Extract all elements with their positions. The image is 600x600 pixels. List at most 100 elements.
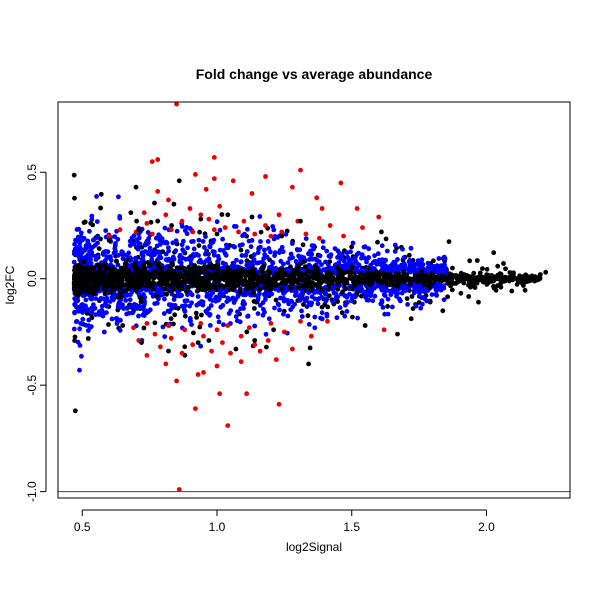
data-point-blue: [234, 264, 240, 270]
data-point-blue: [72, 309, 77, 315]
data-point-black: [495, 263, 501, 269]
data-point-black: [298, 218, 303, 224]
data-point-blue: [323, 298, 329, 304]
data-point-blue: [89, 245, 94, 251]
data-point-black: [509, 288, 515, 294]
data-point-black: [287, 284, 293, 290]
data-point-blue: [231, 261, 237, 266]
data-point-black: [119, 283, 125, 288]
data-point-black: [168, 288, 173, 294]
data-point-red: [236, 229, 241, 235]
data-point-blue: [296, 253, 301, 259]
data-point-blue: [91, 302, 96, 308]
data-point-black: [201, 275, 206, 281]
data-point-red: [168, 227, 174, 233]
data-point-black: [123, 272, 129, 278]
data-point-blue: [162, 334, 168, 339]
data-point-blue: [292, 301, 297, 307]
data-point-black: [82, 219, 88, 225]
data-point-red: [263, 174, 268, 179]
data-point-blue: [266, 246, 272, 251]
data-point-blue: [324, 311, 330, 317]
data-point-blue: [71, 326, 77, 332]
data-point-black: [124, 257, 130, 262]
data-point-black: [251, 290, 256, 296]
data-point-blue: [422, 296, 428, 302]
data-point-red: [273, 357, 279, 362]
data-point-blue: [89, 250, 95, 255]
data-point-black: [143, 276, 149, 282]
data-point-black: [264, 281, 270, 287]
data-point-blue: [216, 297, 221, 303]
data-point-blue: [93, 253, 99, 259]
chart-title: Fold change vs average abundance: [196, 66, 433, 82]
data-point-black: [119, 277, 124, 282]
data-point-blue: [359, 286, 365, 292]
data-point-black: [197, 229, 203, 235]
data-point-red: [163, 361, 169, 367]
data-point-black: [203, 286, 208, 292]
data-point-red: [317, 235, 322, 241]
data-point-blue: [80, 293, 86, 299]
data-point-blue: [206, 306, 212, 312]
data-point-blue: [85, 307, 91, 312]
data-point-red: [290, 184, 295, 190]
data-point-black: [459, 277, 465, 283]
data-point-black: [152, 320, 158, 326]
data-point-blue: [196, 237, 202, 243]
data-point-blue: [335, 294, 341, 300]
data-point-black: [325, 304, 331, 310]
data-point-blue: [75, 234, 81, 240]
data-point-black: [211, 274, 217, 280]
data-point-blue: [287, 256, 293, 261]
data-point-blue: [217, 247, 223, 253]
data-point-blue: [344, 309, 350, 314]
data-point-black: [336, 269, 342, 274]
data-point-red: [354, 206, 360, 211]
data-point-black: [466, 294, 472, 299]
data-point-black: [302, 264, 308, 270]
data-point-black: [77, 286, 83, 291]
data-point-blue: [223, 261, 228, 267]
data-point-black: [196, 284, 202, 290]
data-point-blue: [368, 290, 374, 295]
data-point-red: [203, 186, 209, 192]
data-point-red: [308, 333, 314, 339]
data-point-black: [419, 269, 425, 275]
data-point-black: [145, 260, 151, 265]
data-point-black: [133, 184, 139, 190]
data-point-black: [139, 340, 144, 345]
data-point-blue: [378, 301, 384, 307]
data-point-black: [85, 282, 91, 288]
data-point-red: [211, 155, 217, 160]
data-point-blue: [141, 306, 146, 312]
data-point-red: [279, 229, 285, 235]
data-point-red: [144, 321, 150, 326]
data-point-blue: [127, 297, 133, 303]
data-point-black: [212, 285, 217, 290]
data-point-blue: [83, 297, 89, 303]
data-point-black: [501, 261, 506, 266]
data-point-blue: [297, 297, 303, 303]
data-point-blue: [435, 281, 441, 286]
data-point-black: [215, 268, 221, 273]
data-point-black: [266, 273, 271, 279]
data-point-blue: [282, 297, 288, 303]
data-point-red: [155, 189, 161, 194]
data-point-black: [511, 272, 516, 277]
data-point-blue: [349, 298, 354, 304]
data-point-blue: [382, 311, 388, 317]
data-point-black: [303, 271, 309, 277]
data-point-blue: [215, 314, 221, 320]
data-point-blue: [136, 313, 141, 319]
data-point-black: [341, 280, 347, 286]
data-point-black: [171, 269, 177, 275]
data-point-blue: [255, 295, 261, 300]
data-point-black: [279, 286, 285, 292]
data-point-blue: [238, 259, 244, 265]
data-point-blue: [231, 300, 237, 305]
data-point-blue: [413, 303, 419, 309]
data-point-black: [264, 344, 269, 350]
data-point-blue: [356, 262, 362, 268]
data-point-blue: [220, 236, 226, 242]
